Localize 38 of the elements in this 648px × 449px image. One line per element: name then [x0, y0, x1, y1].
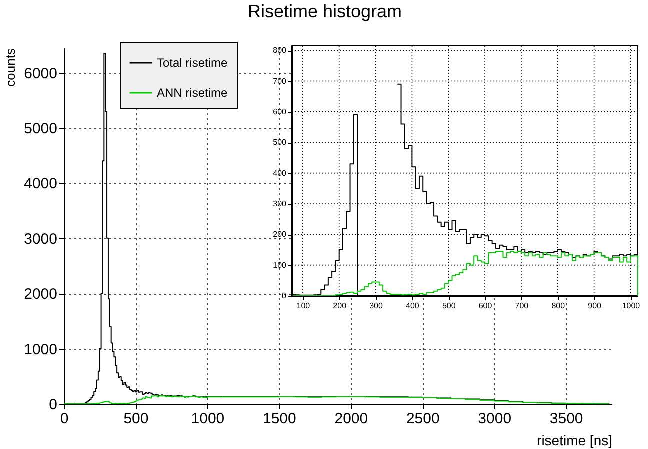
- x-tick-label: 300: [370, 302, 384, 310]
- y-tick-label: 6000: [24, 65, 58, 82]
- legend-label: Total risetime: [157, 56, 228, 70]
- x-tick-label: 1000: [622, 302, 641, 310]
- y-tick-label: 0: [282, 292, 288, 300]
- y-tick-label: 4000: [24, 176, 58, 193]
- y-tick-label: 800: [273, 46, 288, 56]
- x-tick-label: 100: [296, 302, 311, 310]
- x-tick-label: 3500: [550, 410, 584, 428]
- x-tick-label: 1000: [191, 410, 225, 428]
- y-axis-title: counts: [3, 48, 18, 87]
- x-tick-label: 500: [442, 302, 456, 310]
- y-tick-label: 300: [273, 199, 288, 208]
- x-tick-label: 800: [552, 302, 566, 310]
- x-axis-title: risetime [ns]: [537, 432, 612, 448]
- x-tick-label: 900: [588, 302, 602, 310]
- y-tick-label: 3000: [24, 230, 58, 248]
- y-tick-label: 700: [273, 76, 288, 86]
- x-tick-label: 2000: [334, 410, 368, 428]
- y-tick-label: 0: [49, 396, 58, 414]
- x-tick-label: 3000: [478, 410, 512, 428]
- x-tick-label: 600: [478, 302, 493, 310]
- x-tick-label: 700: [515, 302, 530, 310]
- legend-label: ANN risetime: [157, 86, 228, 100]
- y-tick-label: 100: [273, 260, 288, 270]
- x-tick-label: 500: [124, 410, 149, 428]
- y-tick-label: 5000: [24, 120, 58, 138]
- y-tick-label: 600: [273, 107, 288, 116]
- x-tick-label: 200: [333, 302, 348, 310]
- y-tick-label: 400: [273, 168, 288, 178]
- y-tick-label: 500: [273, 138, 288, 148]
- y-tick-label: 1000: [24, 341, 58, 358]
- chart-title: Risetime histogram: [248, 2, 402, 22]
- x-tick-label: 400: [406, 302, 420, 310]
- y-tick-label: 200: [273, 230, 288, 240]
- x-tick-label: 1500: [262, 410, 296, 428]
- x-tick-label: 0: [60, 410, 69, 428]
- x-tick-label: 2500: [406, 410, 440, 428]
